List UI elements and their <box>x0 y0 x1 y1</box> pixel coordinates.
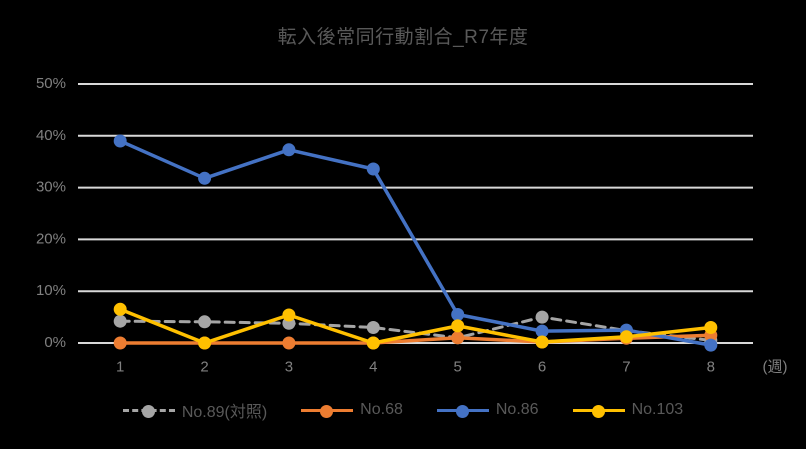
data-point[interactable] <box>198 171 212 185</box>
x-axis-tick-label: 5 <box>454 358 462 375</box>
data-series-group <box>113 134 718 352</box>
series-line-No.103 <box>118 307 713 345</box>
x-axis-tick-label: 3 <box>285 358 293 375</box>
chart-legend: No.89(対照) No.68 No.86 No.103 <box>0 398 806 422</box>
data-point[interactable] <box>113 134 127 148</box>
x-axis-tick-label: 1 <box>116 358 124 375</box>
x-axis-tick-label: 6 <box>538 358 546 375</box>
data-point[interactable] <box>366 162 380 176</box>
series-line-No.86 <box>118 139 713 347</box>
legend-marker-icon <box>591 405 605 418</box>
data-point[interactable] <box>198 336 212 350</box>
legend-marker-icon <box>455 405 469 418</box>
data-point[interactable] <box>366 336 380 350</box>
x-axis-tick-label: 4 <box>369 358 377 375</box>
data-point[interactable] <box>619 330 633 344</box>
x-axis-unit-label: (週) <box>763 358 788 375</box>
y-axis-tick-label: 40% <box>36 127 66 144</box>
y-axis-tick-label: 0% <box>44 334 66 351</box>
series-line-No.89(対照) <box>118 315 713 342</box>
legend-marker-icon <box>320 405 334 418</box>
x-axis-tick-labels: 1 2 3 4 5 6 7 8 (週) <box>116 358 787 375</box>
legend-label: No.103 <box>631 401 684 418</box>
data-point[interactable] <box>704 338 718 352</box>
data-point[interactable] <box>282 308 296 322</box>
x-axis-tick-label: 7 <box>622 358 630 375</box>
legend-item-No.89(対照)[interactable]: No.89(対照) <box>122 398 268 422</box>
legend-swatch-icon <box>122 402 175 418</box>
x-axis-tick-label: 8 <box>707 358 715 375</box>
data-point[interactable] <box>366 321 380 334</box>
legend-swatch-icon <box>301 402 354 418</box>
data-point[interactable] <box>451 319 465 333</box>
data-point[interactable] <box>451 308 465 321</box>
legend-item-No.68[interactable]: No.68 <box>301 401 403 419</box>
y-axis-tick-label: 30% <box>36 179 66 196</box>
data-point[interactable] <box>535 324 549 338</box>
y-axis-tick-label: 50% <box>36 75 66 92</box>
legend-label: No.86 <box>495 401 539 418</box>
data-point[interactable] <box>535 335 549 349</box>
legend-label: No.89(対照) <box>181 404 268 421</box>
data-point[interactable] <box>113 314 127 328</box>
data-point[interactable] <box>198 315 212 329</box>
legend-item-No.103[interactable]: No.103 <box>572 401 684 419</box>
y-axis-tick-label: 20% <box>36 230 66 247</box>
data-point[interactable] <box>113 336 127 350</box>
data-point[interactable] <box>451 331 465 345</box>
legend-label: No.68 <box>360 401 403 418</box>
legend-marker-icon <box>141 405 155 418</box>
gridlines <box>78 83 753 344</box>
data-point[interactable] <box>282 336 296 350</box>
y-axis-tick-labels: 0% 10% 20% 30% 40% 50% <box>36 75 66 351</box>
data-point[interactable] <box>704 321 718 334</box>
legend-item-No.86[interactable]: No.86 <box>436 401 539 419</box>
data-point[interactable] <box>282 143 296 157</box>
legend-swatch-icon <box>436 402 489 418</box>
y-axis-tick-label: 10% <box>36 282 66 299</box>
chart-title: 転入後常同行動割合_R7年度 <box>277 27 529 48</box>
legend-swatch-icon <box>572 402 625 418</box>
data-point[interactable] <box>535 310 549 324</box>
data-point[interactable] <box>113 302 127 316</box>
x-axis-tick-label: 2 <box>200 358 208 375</box>
